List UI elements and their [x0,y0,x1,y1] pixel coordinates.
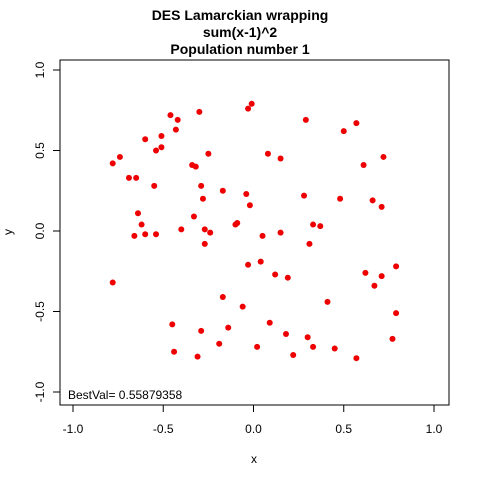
data-point [153,231,160,238]
data-point [142,136,149,143]
y-tick-label: -1.0 [33,381,47,402]
data-point [264,150,271,157]
data-point [340,128,347,135]
data-point [310,343,317,350]
data-point [272,271,279,278]
data-point [201,226,208,233]
data-point [174,116,181,123]
data-point [205,150,212,157]
data-point [245,261,252,268]
data-point [216,340,223,347]
plot-area-frame [59,59,450,406]
data-point [234,219,241,226]
x-tick-label: -0.5 [153,422,174,436]
x-axis: -1.0 -0.5 0.0 0.5 1.0 [63,404,443,436]
data-point [158,133,165,140]
data-point [225,324,232,331]
data-point [198,182,205,189]
data-point [282,331,289,338]
data-point [301,192,308,199]
data-point [109,279,116,286]
data-point [133,174,140,181]
data-point [131,232,138,239]
data-point [201,240,208,247]
data-point [153,147,160,154]
data-point [190,213,197,220]
x-tick-label: -1.0 [63,422,84,436]
data-point [304,334,311,341]
data-point [219,294,226,301]
chart-title-line-3: Population number 1 [170,41,310,57]
data-points [109,100,400,362]
data-point [353,355,360,362]
data-point [393,310,400,317]
y-axis: -1.0 -0.5 0.0 0.5 1.0 [33,61,60,402]
data-point [138,221,145,228]
data-point [378,273,385,280]
data-point [254,343,261,350]
data-point [310,221,317,228]
data-point [169,321,176,328]
data-point [194,353,201,360]
data-point [360,161,367,168]
data-point [393,263,400,270]
data-point [178,226,185,233]
y-tick-label: 0.5 [33,142,47,159]
data-point [245,105,252,112]
x-tick-label: 1.0 [426,422,443,436]
data-point [248,100,255,107]
data-point [389,335,396,342]
data-point [171,348,178,355]
data-point [125,174,132,181]
data-point [134,210,141,217]
data-point [192,163,199,170]
data-point [207,229,214,236]
data-point [277,229,284,236]
data-point [167,112,174,119]
data-point [324,298,331,305]
data-point [317,223,324,230]
data-point [109,160,116,167]
data-point [378,203,385,210]
data-point [369,197,376,204]
data-point [151,182,158,189]
data-point [331,345,338,352]
data-point [290,351,297,358]
data-point [239,303,246,310]
data-point [353,120,360,127]
chart-title-line-1: DES Lamarckian wrapping [151,7,329,23]
data-point [158,144,165,151]
y-axis-label: y [1,229,15,235]
data-point [371,282,378,289]
x-tick-label: 0.0 [245,422,262,436]
data-point [380,153,387,160]
data-point [277,155,284,162]
data-point [337,195,344,202]
data-point [196,108,203,115]
data-point [142,231,149,238]
data-point [306,240,313,247]
y-tick-label: 0.0 [33,222,47,239]
data-point [284,274,291,281]
data-point [116,153,123,160]
best-value-annotation: BestVal= 0.55879358 [68,388,183,402]
y-tick-label: 1.0 [33,61,47,78]
x-tick-label: 0.5 [335,422,352,436]
data-point [302,116,309,123]
x-axis-label: x [251,452,257,466]
data-point [257,258,264,265]
data-point [172,126,179,133]
data-point [266,319,273,326]
data-point [243,190,250,197]
data-point [246,202,253,209]
y-tick-label: -0.5 [33,301,47,322]
chart-title-line-2: sum(x-1)^2 [202,24,278,40]
data-point [259,232,266,239]
data-point [362,269,369,276]
data-point [219,187,226,194]
data-point [198,327,205,334]
data-point [199,195,206,202]
